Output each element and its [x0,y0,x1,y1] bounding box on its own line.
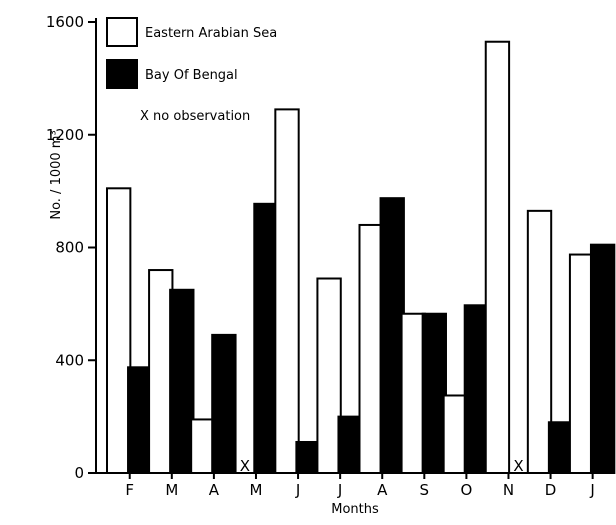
bar-eastern-arabian-sea-1 [148,269,174,474]
bar-eastern-arabian-sea-8 [442,394,469,474]
bar-bay-of-bengal-0 [127,366,153,474]
y-axis-title: No. / 1000 m³ [49,130,64,219]
bar-bay-of-bengal-6 [379,197,405,474]
y-tick-label-1600: 1600 [46,13,84,31]
bar-eastern-arabian-sea-10 [526,209,553,474]
x-tick-label-9: N [503,481,514,499]
bar-eastern-arabian-sea-11 [568,253,595,474]
y-ticks: 0 400 800 1200 1600 [46,13,96,482]
x-tick-label-3: M [249,481,262,499]
x-tick-label-2: A [209,481,220,499]
legend-label-bay-of-bengal: Bay Of Bengal [145,68,238,83]
bar-eastern-arabian-sea-6 [358,223,384,474]
legend-swatch-eastern-arabian-sea [106,17,138,47]
bar-bay-of-bengal-11 [589,243,616,474]
legend: Eastern Arabian Sea Bay Of Bengal X no o… [106,17,277,124]
bar-bay-of-bengal-10 [547,421,574,475]
bar-eastern-arabian-sea-0 [106,187,132,474]
x-tick-label-7: S [420,481,430,499]
y-tick-label-1200: 1200 [46,126,84,144]
bar-bay-of-bengal-3 [253,202,279,474]
x-tick-label-10: D [545,481,557,499]
bar-bay-of-bengal-7 [421,312,447,474]
x-tick-label-4: J [295,481,300,499]
missing-marker-eastern-arabian-sea-3: X [240,457,250,475]
bar-bay-of-bengal-5 [337,415,363,474]
x-axis-title: Months [331,502,379,517]
bar-bay-of-bengal-8 [463,304,490,474]
y-tick-label-800: 800 [55,239,84,257]
x-tick-label-8: O [460,481,472,499]
missing-marker-bay-of-bengal-9: X [513,457,523,475]
legend-swatch-bay-of-bengal [106,59,138,89]
bar-eastern-arabian-sea-9 [484,40,511,474]
x-tick-label-6: A [377,481,388,499]
bar-eastern-arabian-sea-5 [316,277,342,474]
x-tick-label-5: J [337,481,342,499]
x-tick-label-11: J [589,481,594,499]
legend-missing-note: X no observation [140,109,250,124]
bar-bay-of-bengal-1 [169,288,195,474]
legend-label-eastern-arabian-sea: Eastern Arabian Sea [145,26,277,41]
y-tick-label-0: 0 [74,464,84,482]
bar-bay-of-bengal-2 [211,333,237,474]
bar-bay-of-bengal-4 [295,440,321,474]
y-tick-label-400: 400 [55,351,84,369]
x-tick-label-1: M [165,481,178,499]
bar-eastern-arabian-sea-2 [190,418,216,475]
bar-eastern-arabian-sea-7 [400,312,426,474]
bar-eastern-arabian-sea-4 [274,108,300,474]
x-tick-label-0: F [125,481,134,499]
